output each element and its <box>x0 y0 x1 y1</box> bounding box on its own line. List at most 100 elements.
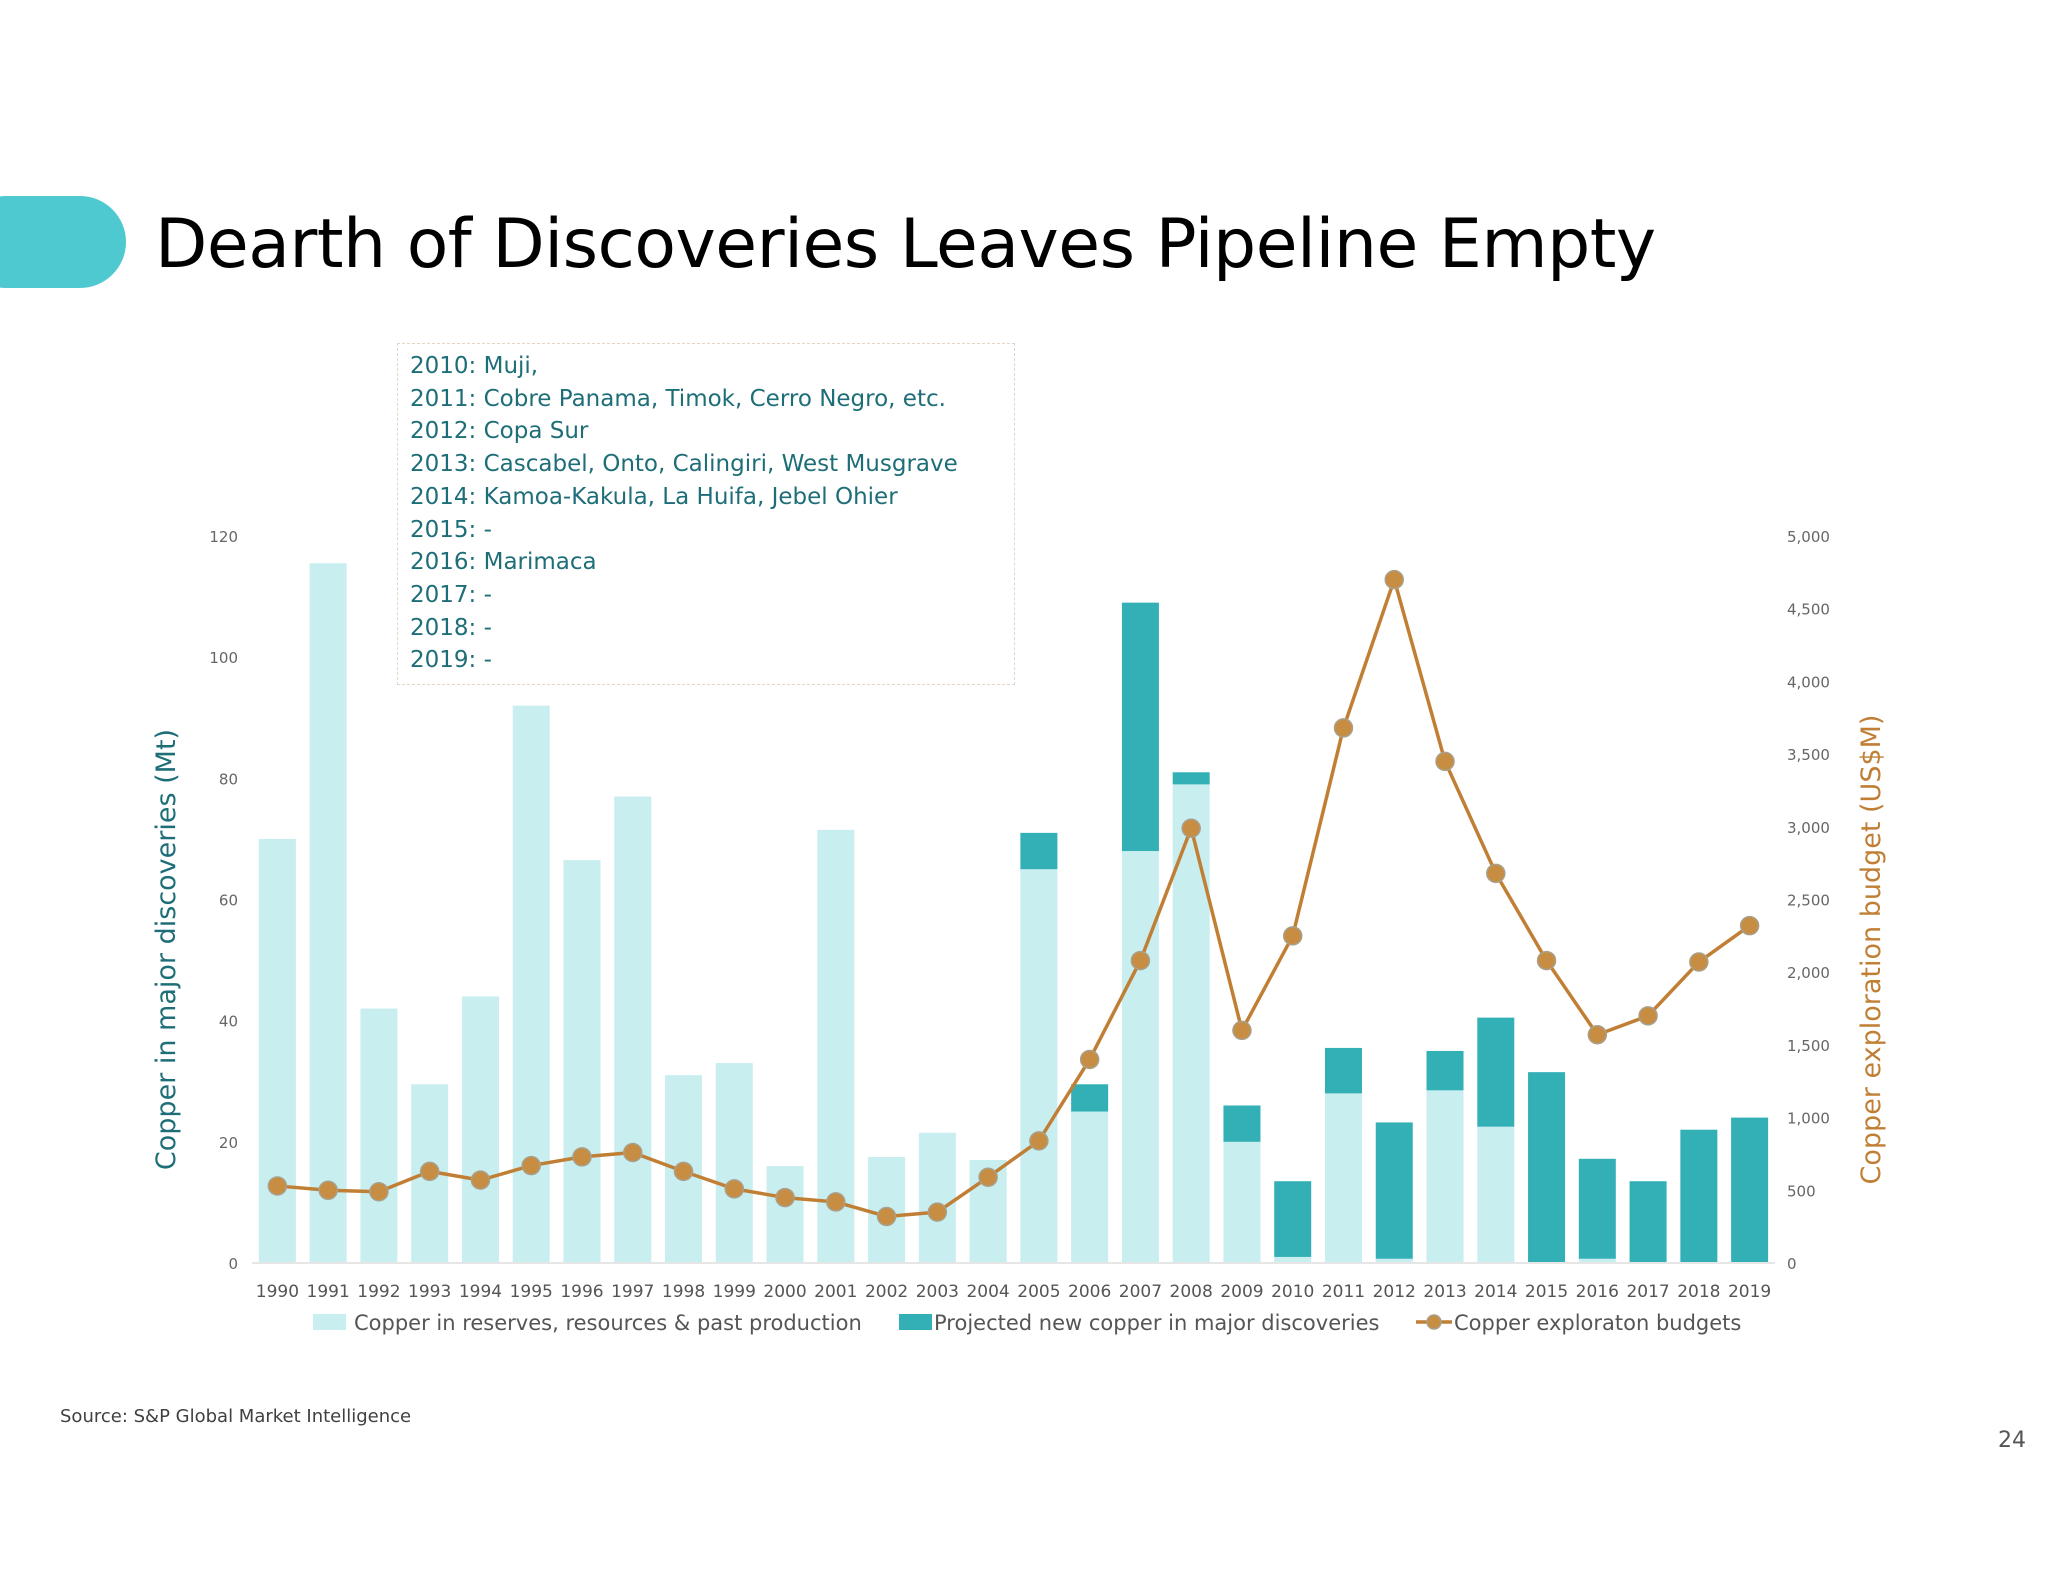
bar-projected-2008 <box>1172 772 1210 785</box>
bar-projected-2016 <box>1578 1158 1616 1259</box>
bar-reserves-2013 <box>1426 1090 1464 1263</box>
budget-point-2015 <box>1536 950 1557 971</box>
bar-projected-2017 <box>1629 1181 1667 1263</box>
right-axis-tick: 1,000 <box>1787 1110 1830 1128</box>
bar-reserves-1997 <box>614 796 652 1263</box>
right-axis-tick: 3,500 <box>1787 746 1830 764</box>
x-axis-tick: 2013 <box>1423 1282 1466 1302</box>
budget-point-1999 <box>724 1179 745 1199</box>
x-axis-tick: 1994 <box>459 1282 502 1302</box>
x-axis-tick: 2010 <box>1271 1282 1314 1302</box>
left-axis-tick: 100 <box>209 649 238 667</box>
x-axis-tick: 2014 <box>1474 1282 1517 1302</box>
budget-point-2013 <box>1435 751 1455 772</box>
x-axis-tick: 2006 <box>1068 1282 1111 1302</box>
annotation-line: 2010: Muji, <box>410 353 539 379</box>
x-axis-tick: 2001 <box>814 1282 857 1302</box>
bar-projected-2010 <box>1274 1181 1312 1257</box>
bar-reserves-2008 <box>1172 784 1210 1263</box>
legend-label-budget: Copper exploraton budgets <box>1454 1311 1741 1335</box>
bar-reserves-2009 <box>1223 1141 1261 1263</box>
budget-point-2005 <box>1029 1131 1049 1151</box>
bar-reserves-1995 <box>512 705 550 1263</box>
budget-point-1997 <box>623 1142 643 1163</box>
bar-projected-2013 <box>1426 1050 1464 1091</box>
x-axis-tick: 1999 <box>713 1282 756 1302</box>
x-axis-tick: 1992 <box>357 1282 400 1302</box>
discoveries-annotation-box: 2010: Muji, 2011: Cobre Panama, Timok, Ce… <box>397 343 1015 685</box>
bar-projected-2019 <box>1731 1117 1769 1263</box>
left-axis-tick: 80 <box>219 770 238 788</box>
right-axis-tick: 1,500 <box>1787 1037 1830 1055</box>
right-axis-tick: 4,000 <box>1787 673 1830 691</box>
bar-reserves-2010 <box>1274 1256 1312 1263</box>
slide-title: Dearth of Discoveries Leaves Pipeline Em… <box>155 205 1656 284</box>
budget-point-2008 <box>1181 818 1201 839</box>
page-number: 24 <box>1998 1428 2026 1453</box>
left-axis-tick: 60 <box>219 892 238 910</box>
bar-reserves-2016 <box>1578 1258 1616 1263</box>
budget-point-2011 <box>1333 718 1354 738</box>
legend-marker-budget <box>1426 1314 1442 1330</box>
x-axis-tick: 1996 <box>560 1282 603 1302</box>
right-axis-tick: 0 <box>1787 1255 1797 1273</box>
left-axis-tick: 0 <box>228 1255 238 1273</box>
budget-point-2000 <box>775 1187 795 1208</box>
x-axis-tick: 2012 <box>1373 1282 1416 1302</box>
bar-reserves-1994 <box>461 996 499 1263</box>
budget-point-2001 <box>826 1192 846 1212</box>
right-axis-tick: 3,000 <box>1787 819 1830 837</box>
bar-projected-2012 <box>1375 1122 1413 1259</box>
right-axis-tick: 5,000 <box>1787 528 1830 546</box>
x-axis-tick: 1990 <box>256 1282 299 1302</box>
x-axis-tick: 2009 <box>1220 1282 1263 1302</box>
bar-reserves-2014 <box>1477 1126 1515 1263</box>
source-note: Source: S&P Global Market Intelligence <box>60 1406 412 1427</box>
x-axis-tick: 1998 <box>662 1282 705 1302</box>
annotation-line: 2016: Marimaca <box>410 549 597 576</box>
annotation-line: 2011: Cobre Panama, Timok, Cerro Negro, … <box>410 385 946 412</box>
budget-point-2019 <box>1739 915 1760 936</box>
right-axis-tick: 500 <box>1787 1182 1816 1200</box>
bar-reserves-2007 <box>1121 851 1159 1263</box>
budget-point-1996 <box>572 1147 592 1167</box>
x-axis-tick: 1991 <box>307 1282 350 1302</box>
bar-reserves-1992 <box>360 1008 398 1263</box>
legend-label-projected: Projected new copper in major discoverie… <box>934 1311 1379 1335</box>
bar-projected-2006 <box>1071 1084 1109 1112</box>
bar-projected-2007 <box>1121 602 1159 852</box>
bar-projected-2009 <box>1223 1105 1261 1142</box>
bar-reserves-1990 <box>258 838 296 1263</box>
x-axis-tick: 2015 <box>1525 1282 1568 1302</box>
x-axis-tick: 1997 <box>611 1282 654 1302</box>
budget-point-1994 <box>470 1170 491 1190</box>
bar-reserves-1991 <box>309 563 347 1263</box>
left-axis-tick: 20 <box>219 1134 238 1152</box>
x-axis-tick: 1995 <box>510 1282 553 1302</box>
x-axis-tick: 2005 <box>1017 1282 1060 1302</box>
budget-point-1992 <box>369 1182 389 1202</box>
bar-projected-2014 <box>1477 1017 1515 1127</box>
right-axis-tick: 2,500 <box>1787 892 1830 910</box>
budget-point-2010 <box>1282 926 1303 946</box>
bar-reserves-2001 <box>817 829 855 1263</box>
left-axis-tick: 40 <box>219 1013 238 1031</box>
right-axis-tick: 2,000 <box>1787 964 1830 982</box>
x-axis-tick: 2007 <box>1119 1282 1162 1302</box>
bar-reserves-2012 <box>1375 1258 1413 1263</box>
x-axis-tick: 2016 <box>1576 1282 1619 1302</box>
x-axis-tick: 1993 <box>408 1282 451 1302</box>
left-axis-tick: 120 <box>209 528 238 546</box>
annotation-line: 2012: Copa Sur <box>410 418 589 445</box>
x-axis-tick: 2002 <box>865 1282 908 1302</box>
budget-point-2002 <box>876 1206 897 1227</box>
budget-point-2009 <box>1232 1020 1252 1041</box>
budget-point-2014 <box>1486 863 1506 884</box>
legend-swatch-projected <box>899 1314 932 1330</box>
bar-reserves-2003 <box>918 1132 956 1263</box>
budget-point-2016 <box>1587 1024 1608 1045</box>
right-axis-tick: 4,500 <box>1787 601 1830 619</box>
annotation-line: 2017: - <box>410 581 492 608</box>
x-axis-tick: 2018 <box>1677 1282 1720 1302</box>
